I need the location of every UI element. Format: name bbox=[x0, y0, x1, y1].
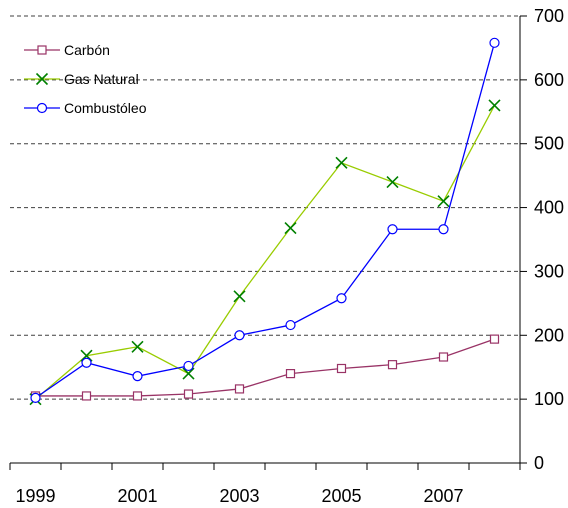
data-point-combust-leo bbox=[81, 357, 92, 368]
data-point-carb-n bbox=[183, 389, 194, 399]
legend-swatch-marker bbox=[36, 102, 48, 114]
x-marker-stroke bbox=[284, 221, 297, 235]
data-point-combust-leo bbox=[285, 319, 296, 331]
data-point-carb-n bbox=[285, 369, 296, 379]
data-point-combust-leo bbox=[489, 37, 500, 48]
legend: Carbón Gas Natural Combustóleo bbox=[24, 42, 147, 116]
data-point-combust-leo bbox=[30, 392, 41, 403]
x-marker-stroke bbox=[233, 290, 246, 303]
data-point-carb-n bbox=[387, 360, 398, 370]
x-tick-label: 2007 bbox=[423, 486, 463, 506]
data-point-gas-natural bbox=[488, 99, 501, 112]
y-tick-label: 300 bbox=[534, 261, 564, 281]
data-point-gas-natural bbox=[437, 195, 450, 208]
y-tick-label: 0 bbox=[534, 453, 544, 473]
data-point-carb-n bbox=[132, 391, 143, 401]
legend-label: Gas Natural bbox=[64, 71, 139, 87]
y-tick-label: 500 bbox=[534, 134, 564, 154]
data-point-combust-leo bbox=[438, 224, 449, 235]
x-tick-label: 1999 bbox=[15, 486, 55, 506]
data-point-gas-natural bbox=[335, 156, 348, 169]
series-line-carb-n bbox=[35, 338, 495, 397]
legend-item-combust-leo: Combustóleo bbox=[24, 100, 147, 116]
data-point-carb-n bbox=[438, 352, 449, 362]
data-point-combust-leo bbox=[234, 330, 245, 341]
y-tick-label: 400 bbox=[534, 198, 564, 218]
x-marker-stroke bbox=[488, 99, 501, 112]
legend-label: Combustóleo bbox=[64, 100, 147, 116]
x-marker-stroke bbox=[386, 175, 399, 189]
legend-label: Carbón bbox=[64, 42, 110, 58]
data-point-gas-natural bbox=[182, 367, 195, 380]
series-line-gas-natural bbox=[35, 105, 496, 400]
y-tick-label: 100 bbox=[534, 389, 564, 409]
x-marker-stroke bbox=[335, 156, 348, 169]
y-tick-label: 700 bbox=[534, 6, 564, 26]
data-point-carb-n bbox=[81, 391, 92, 401]
series-line-combust-leo bbox=[35, 42, 496, 399]
x-marker-stroke bbox=[131, 340, 144, 353]
data-point-gas-natural bbox=[284, 221, 297, 235]
x-tick-label: 2001 bbox=[117, 486, 157, 506]
x-axis-ticks: 1999 2001 2003 2005 2007 bbox=[9, 463, 521, 506]
x-marker-stroke bbox=[437, 195, 450, 208]
data-point-carb-n bbox=[234, 384, 245, 394]
data-point-combust-leo bbox=[387, 224, 398, 235]
series-group bbox=[29, 37, 501, 406]
data-point-combust-leo bbox=[132, 371, 143, 382]
data-point-carb-n bbox=[489, 334, 500, 344]
grid-lines bbox=[10, 15, 520, 400]
legend-swatch-marker bbox=[37, 45, 47, 55]
legend-swatch-marker bbox=[35, 72, 49, 86]
data-point-combust-leo bbox=[183, 360, 194, 372]
data-point-combust-leo bbox=[336, 293, 347, 304]
y-tick-label: 600 bbox=[534, 70, 564, 90]
data-point-gas-natural bbox=[131, 340, 144, 353]
x-marker-stroke bbox=[35, 72, 49, 86]
data-point-carb-n bbox=[336, 363, 347, 374]
legend-item-carb-n: Carbón bbox=[24, 42, 110, 58]
x-tick-label: 2005 bbox=[321, 486, 361, 506]
y-tick-label: 200 bbox=[534, 325, 564, 345]
data-point-gas-natural bbox=[386, 175, 399, 189]
y-axis-ticks: 0 100 200 300 400 500 600 700 bbox=[520, 6, 564, 473]
x-tick-label: 2003 bbox=[219, 486, 259, 506]
data-point-gas-natural bbox=[233, 290, 246, 303]
x-marker-stroke bbox=[182, 367, 195, 380]
legend-item-gas-natural: Gas Natural bbox=[24, 71, 139, 87]
